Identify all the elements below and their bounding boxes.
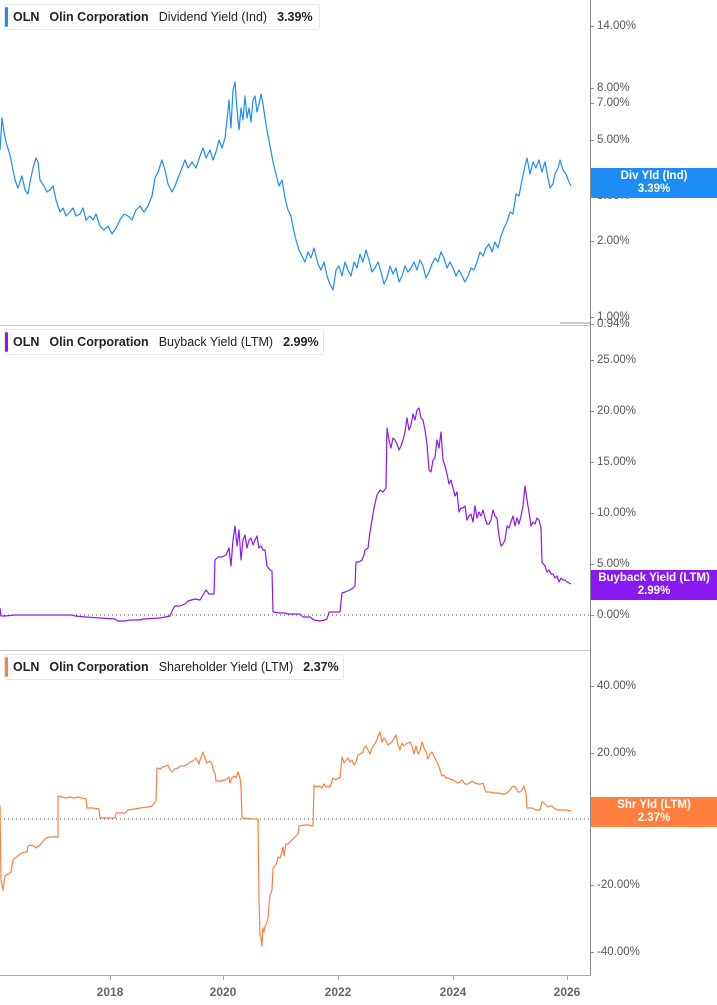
chart-plot-area bbox=[0, 81, 590, 947]
x-tick-mark bbox=[110, 975, 111, 980]
y-tick: 40.00% bbox=[590, 680, 637, 692]
x-tick-label: 2018 bbox=[96, 985, 124, 999]
last-value-badge-buyback: Buyback Yield (LTM) 2.99% bbox=[591, 570, 717, 600]
x-tick-label: 2024 bbox=[439, 985, 467, 999]
metric-label: Shareholder Yield (LTM) bbox=[158, 660, 294, 674]
x-tick-mark bbox=[223, 975, 224, 980]
y-tick: -40.00% bbox=[591, 946, 640, 958]
panel-divider bbox=[0, 325, 590, 326]
legend-shareholder-yield: OLN Olin Corporation Shareholder Yield (… bbox=[4, 654, 344, 680]
x-tick-mark bbox=[338, 975, 339, 980]
y-tick: 8.00% bbox=[591, 82, 630, 94]
company-label: Olin Corporation bbox=[49, 660, 149, 674]
x-tick-label: 2022 bbox=[324, 985, 352, 999]
y-tick: 10.00% bbox=[590, 507, 637, 519]
y-tick: 14.00% bbox=[590, 20, 637, 32]
badge-label: Shr Yld (LTM) bbox=[617, 799, 691, 811]
x-tick-mark bbox=[453, 975, 454, 980]
y-tick: 20.00% bbox=[590, 405, 637, 417]
last-value-badge-dividend: Div Yld (Ind) 3.39% bbox=[591, 168, 717, 198]
y-tick: 20.00% bbox=[590, 747, 637, 759]
y-tick: 7.00% bbox=[591, 97, 630, 109]
badge-value: 2.37% bbox=[637, 812, 671, 824]
shareholder-yield-line bbox=[0, 731, 572, 947]
y-tick: 15.00% bbox=[590, 456, 637, 468]
ticker-label: OLN bbox=[13, 10, 40, 24]
badge-label: Div Yld (Ind) bbox=[620, 170, 688, 182]
company-label: Olin Corporation bbox=[49, 335, 149, 349]
ticker-label: OLN bbox=[13, 660, 40, 674]
panel-divider bbox=[0, 650, 590, 651]
metric-label: Buyback Yield (LTM) bbox=[158, 335, 274, 349]
ticker-label: OLN bbox=[13, 335, 40, 349]
y-tick: 2.00% bbox=[591, 235, 630, 247]
dividend-yield-line bbox=[0, 81, 572, 291]
y-axis-line bbox=[590, 0, 591, 975]
series-color-swatch bbox=[5, 657, 8, 677]
metric-value: 2.37% bbox=[303, 660, 339, 674]
legend-dividend-yield: OLN Olin Corporation Dividend Yield (Ind… bbox=[4, 4, 320, 30]
badge-value: 3.39% bbox=[637, 183, 671, 195]
buyback-yield-line bbox=[0, 407, 572, 622]
y-tick: 0.94% bbox=[591, 318, 630, 330]
y-tick: 0.00% bbox=[591, 609, 630, 621]
x-axis-line bbox=[0, 975, 591, 976]
metric-value: 2.99% bbox=[283, 335, 319, 349]
series-color-swatch bbox=[5, 7, 8, 27]
x-tick-label: 2020 bbox=[209, 985, 237, 999]
y-tick: 5.00% bbox=[591, 134, 630, 146]
x-tick-label: 2026 bbox=[553, 985, 581, 999]
y-tick: 25.00% bbox=[590, 354, 637, 366]
y-tick: 1.00% bbox=[591, 311, 630, 323]
x-tick-mark bbox=[567, 975, 568, 980]
metric-label: Dividend Yield (Ind) bbox=[158, 10, 268, 24]
y-tick: 5.00% bbox=[591, 558, 630, 570]
company-label: Olin Corporation bbox=[49, 10, 149, 24]
last-value-badge-shareholder: Shr Yld (LTM) 2.37% bbox=[591, 797, 717, 827]
badge-value: 2.99% bbox=[637, 585, 671, 597]
metric-value: 3.39% bbox=[277, 10, 313, 24]
badge-label: Buyback Yield (LTM) bbox=[598, 572, 710, 584]
series-color-swatch bbox=[5, 332, 8, 352]
legend-buyback-yield: OLN Olin Corporation Buyback Yield (LTM)… bbox=[4, 329, 324, 355]
y-tick: -20.00% bbox=[591, 879, 640, 891]
